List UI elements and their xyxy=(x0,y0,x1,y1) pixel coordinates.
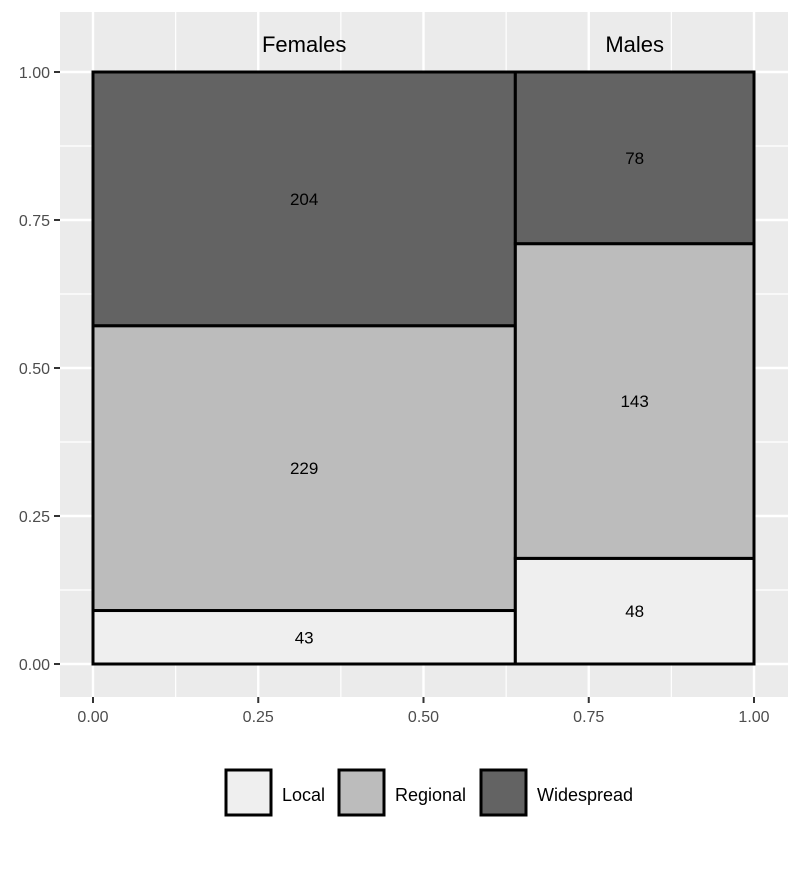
legend-key-regional xyxy=(337,768,386,817)
x-tick-label: 0.75 xyxy=(573,709,604,726)
x-tick-label: 1.00 xyxy=(738,709,769,726)
legend-label: Regional xyxy=(395,785,466,805)
y-tick-label: 0.00 xyxy=(19,657,50,674)
y-tick-label: 0.25 xyxy=(19,509,50,526)
cell-count-label: 143 xyxy=(620,392,648,411)
cell-males-widespread xyxy=(513,70,756,246)
cell-count-label: 78 xyxy=(625,149,644,168)
column-labels: Females Males xyxy=(262,32,664,57)
legend-key-local xyxy=(224,768,273,817)
cell-count-label: 48 xyxy=(625,602,644,621)
x-axis: 0.00 0.25 0.50 0.75 1.00 xyxy=(77,697,770,726)
cell-count-label: 229 xyxy=(290,459,318,478)
y-tick-label: 0.50 xyxy=(19,361,50,378)
cell-count-label: 204 xyxy=(290,190,318,209)
column-label: Females xyxy=(262,32,346,57)
mosaic-cells xyxy=(91,70,756,666)
x-tick-label: 0.50 xyxy=(408,709,439,726)
legend: Local Regional Widespread xyxy=(224,768,633,817)
legend-label: Widespread xyxy=(537,785,633,805)
y-tick-label: 1.00 xyxy=(19,65,50,82)
cell-females-widespread xyxy=(91,70,517,328)
cell-males-regional xyxy=(513,242,756,560)
legend-key-widespread xyxy=(479,768,528,817)
x-tick-label: 0.25 xyxy=(243,709,274,726)
column-label: Males xyxy=(605,32,664,57)
y-axis: 0.00 0.25 0.50 0.75 1.00 xyxy=(19,65,60,674)
cell-count-label: 43 xyxy=(295,628,314,647)
legend-label: Local xyxy=(282,785,325,805)
x-tick-label: 0.00 xyxy=(77,709,108,726)
y-tick-label: 0.75 xyxy=(19,213,50,230)
cell-labels: 43 229 204 48 143 78 xyxy=(290,149,649,647)
